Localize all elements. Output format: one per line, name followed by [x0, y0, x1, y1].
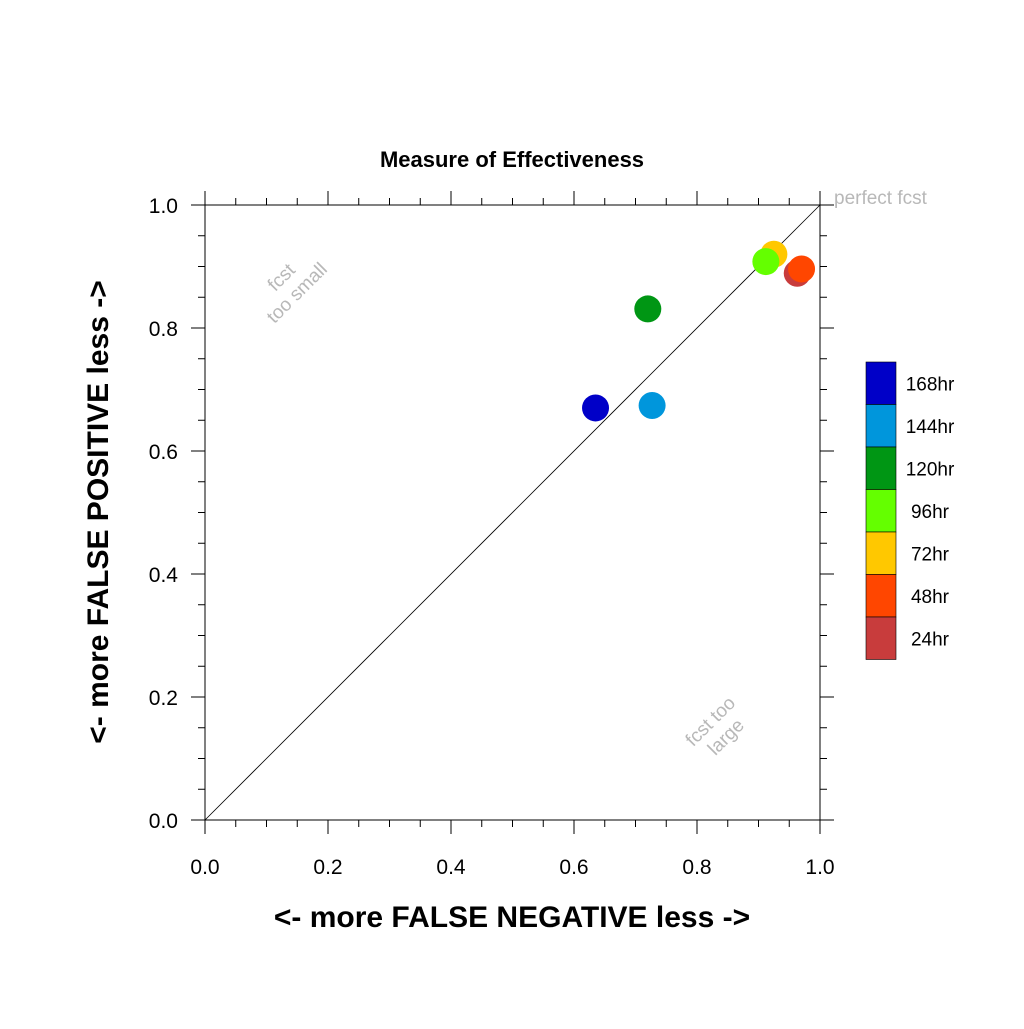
x-axis-title: <- more FALSE NEGATIVE less -> — [274, 901, 750, 934]
y-tick-label: 0.8 — [149, 318, 178, 341]
legend-label-120hr: 120hr — [906, 459, 955, 480]
y-tick-label: 0.0 — [149, 810, 178, 833]
legend-swatch-24hr — [865, 616, 897, 660]
y-tick-label: 0.4 — [149, 564, 179, 587]
legend-swatch-72hr — [865, 531, 897, 575]
y-tick-label: 0.2 — [149, 687, 178, 710]
x-tick-label: 0.4 — [436, 856, 466, 879]
axes: 0.0 0.2 0.4 0.6 0.8 1.0 0.0 0.2 0.4 0.6 0.8 1.0 — [149, 191, 835, 879]
perfect-forecast-diagonal — [204, 204, 821, 821]
data-point-168hr — [582, 394, 610, 422]
perfect-fcst-label: perfect fcst — [834, 188, 928, 209]
legend: 168hr 144hr 120hr 96hr 72hr 48hr 24hr — [865, 361, 955, 660]
fcst-too-small-label: fcst too small — [263, 259, 332, 328]
x-tick-label: 1.0 — [805, 856, 834, 879]
legend-swatch-96hr — [865, 489, 897, 533]
legend-swatch-168hr — [865, 361, 897, 405]
data-point-144hr — [638, 391, 666, 419]
fcst-too-large-label: fcst too large — [682, 693, 749, 760]
legend-label-72hr: 72hr — [911, 544, 950, 565]
x-tick-label: 0.8 — [682, 856, 711, 879]
x-tick-label: 0.0 — [190, 856, 219, 879]
fcst-too-small-line2: too small — [263, 259, 332, 328]
data-point-120hr — [634, 295, 662, 323]
annotations: perfect fcst fcst too small fcst too lar… — [263, 188, 928, 760]
legend-label-144hr: 144hr — [906, 417, 955, 438]
legend-label-168hr: 168hr — [906, 374, 955, 395]
legend-swatch-120hr — [865, 446, 897, 490]
legend-label-24hr: 24hr — [911, 629, 950, 650]
legend-label-48hr: 48hr — [911, 587, 950, 608]
data-point-48hr — [788, 255, 816, 283]
data-points — [582, 240, 816, 422]
y-tick-label: 0.6 — [149, 441, 178, 464]
x-tick-label: 0.6 — [559, 856, 588, 879]
x-tick-label: 0.2 — [313, 856, 342, 879]
chart-title: Measure of Effectiveness — [380, 147, 644, 172]
data-point-96hr — [752, 248, 780, 276]
y-axis-title: <- more FALSE POSITIVE less -> — [82, 280, 115, 744]
legend-label-96hr: 96hr — [911, 502, 950, 523]
legend-swatch-144hr — [865, 404, 897, 448]
y-tick-label: 1.0 — [149, 195, 178, 218]
legend-swatch-48hr — [865, 574, 897, 618]
